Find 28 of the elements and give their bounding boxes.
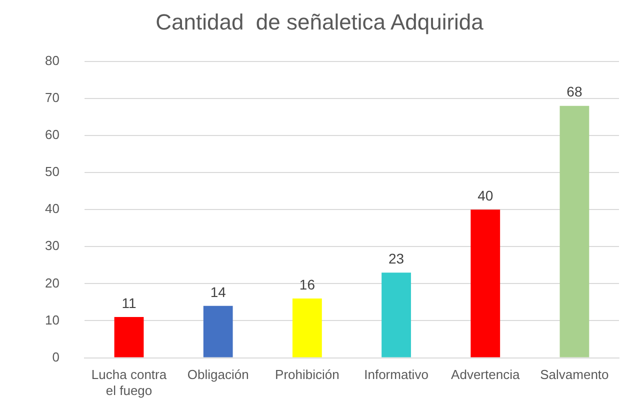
y-tick-label: 60 bbox=[44, 127, 60, 142]
bar bbox=[203, 306, 233, 358]
x-tick-label: Advertencia bbox=[451, 367, 520, 382]
y-tick-label: 0 bbox=[52, 349, 60, 364]
y-tick-label: 20 bbox=[44, 275, 60, 290]
chart-title: Cantidad de señaletica Adquirida bbox=[156, 9, 484, 34]
data-label: 14 bbox=[210, 284, 226, 300]
data-label: 16 bbox=[299, 276, 316, 292]
bar bbox=[470, 210, 500, 358]
bar bbox=[382, 272, 411, 358]
data-label: 11 bbox=[122, 294, 136, 311]
data-label: 40 bbox=[478, 187, 494, 204]
y-tick-label: 10 bbox=[44, 312, 60, 328]
x-tick-label: Informativo bbox=[364, 367, 428, 382]
y-tick-label: 40 bbox=[44, 201, 60, 216]
y-tick-label: 30 bbox=[44, 238, 60, 254]
bar bbox=[560, 106, 590, 358]
y-tick-label: 80 bbox=[44, 52, 60, 68]
x-tick-label: Prohibición bbox=[275, 367, 340, 382]
y-tick-label: 50 bbox=[44, 164, 60, 180]
data-label: 68 bbox=[566, 84, 582, 100]
data-label: 23 bbox=[388, 250, 404, 266]
x-tick-label: Lucha contra el fuego bbox=[91, 367, 168, 398]
bar bbox=[292, 298, 322, 358]
y-tick-label: 70 bbox=[44, 90, 60, 106]
x-tick-label: Obligación bbox=[187, 367, 249, 382]
x-tick-label: Salvamento bbox=[540, 367, 609, 382]
bar bbox=[114, 317, 144, 358]
